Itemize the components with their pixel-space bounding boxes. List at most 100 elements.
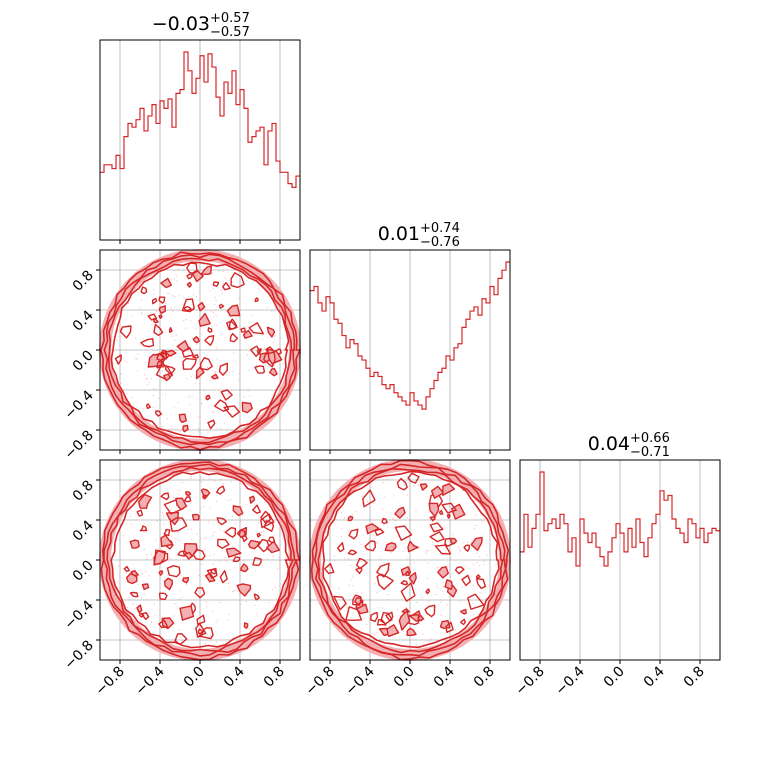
contour-blob [202, 494, 207, 500]
sample-point [225, 560, 227, 562]
sample-point [186, 583, 188, 586]
contour-blob [467, 593, 485, 610]
contour-blob [154, 410, 163, 417]
sample-point [271, 310, 273, 312]
sample-point [374, 582, 376, 584]
sample-point [413, 562, 415, 564]
sample-point [473, 528, 476, 530]
sample-point [227, 392, 229, 395]
sample-point [207, 431, 209, 433]
x-tick-label: 0.4 [431, 663, 458, 690]
x-tick-label: 0.8 [261, 664, 288, 691]
contour-blob [437, 566, 449, 579]
sample-point [369, 622, 371, 624]
sample-point [152, 557, 154, 559]
sample-point [221, 289, 223, 291]
contour-blob [406, 627, 417, 636]
sample-point [468, 567, 470, 569]
sample-point [242, 560, 245, 562]
sample-point [206, 606, 208, 608]
sample-point [189, 477, 191, 479]
contour-blob [254, 365, 266, 374]
sample-point [360, 592, 362, 594]
sample-point [425, 550, 428, 552]
contour-blob [376, 619, 387, 626]
sample-point [170, 307, 173, 309]
contour-blob [125, 572, 138, 585]
sample-point [231, 515, 234, 517]
panel-title-3: 0.04 +0.66−0.71 [588, 431, 670, 460]
sample-point [170, 509, 172, 511]
sample-point [230, 481, 232, 483]
contour-blob [370, 611, 379, 622]
sample-point [232, 370, 234, 372]
contour-blob [163, 528, 171, 537]
x-tick-label: 0.4 [221, 663, 248, 690]
contour-blob [356, 557, 368, 570]
contour-panel-1-0 [99, 249, 301, 451]
contour-blob [400, 582, 416, 602]
sample-point [144, 548, 146, 550]
sample-point [203, 537, 206, 539]
contour-blob [263, 520, 275, 532]
sample-point [259, 309, 261, 311]
sample-point [132, 603, 134, 605]
sample-point [135, 337, 137, 339]
sample-point [387, 599, 389, 601]
contour-blob [460, 618, 466, 626]
sample-point [222, 371, 224, 373]
sample-point [233, 590, 235, 592]
sample-point [403, 484, 405, 486]
contour-blob [139, 525, 148, 532]
contour-blob [475, 578, 486, 589]
y-tick-label: 0.8 [70, 478, 97, 505]
sample-point [178, 295, 180, 297]
contour-line [322, 470, 500, 649]
contour-blob [444, 579, 453, 590]
sample-point [222, 270, 225, 272]
contour-blob [210, 373, 219, 380]
sample-point [204, 642, 207, 645]
sample-point [356, 592, 358, 594]
sample-point [238, 297, 240, 300]
sample-point [271, 589, 274, 591]
sample-point [120, 383, 122, 385]
sample-point [162, 517, 165, 519]
sample-point [215, 346, 217, 349]
contour-blob [200, 265, 213, 275]
sample-point [200, 476, 202, 479]
sample-point [460, 600, 462, 602]
contour-blob [374, 528, 385, 536]
sample-point [397, 609, 399, 611]
sample-point [476, 552, 478, 554]
sample-point [132, 569, 134, 571]
sample-point [245, 600, 247, 603]
y-tick-label: 0.8 [70, 268, 97, 295]
sample-point [489, 590, 491, 592]
sample-point [476, 561, 478, 563]
sample-point [376, 632, 378, 634]
sample-point [253, 321, 255, 323]
sample-point [382, 482, 384, 484]
sample-point [274, 307, 276, 309]
sample-point [352, 612, 354, 615]
sample-point [229, 522, 231, 524]
contour-line [310, 459, 510, 661]
sample-point [231, 504, 233, 506]
sample-point [141, 299, 143, 301]
sample-point [219, 601, 221, 603]
sample-point [179, 589, 181, 591]
sample-point [118, 565, 120, 567]
contour-blob [408, 572, 417, 585]
y-tick-label: 0.4 [70, 517, 97, 544]
sample-point [282, 363, 284, 365]
sample-point [195, 327, 198, 329]
contour-blob [394, 525, 413, 541]
sample-point [228, 586, 231, 588]
contour-blob [119, 325, 132, 339]
sample-point [418, 580, 420, 583]
contour-blob [175, 497, 188, 511]
sample-point [212, 534, 214, 536]
sample-point [208, 290, 211, 292]
sample-point [374, 537, 376, 539]
